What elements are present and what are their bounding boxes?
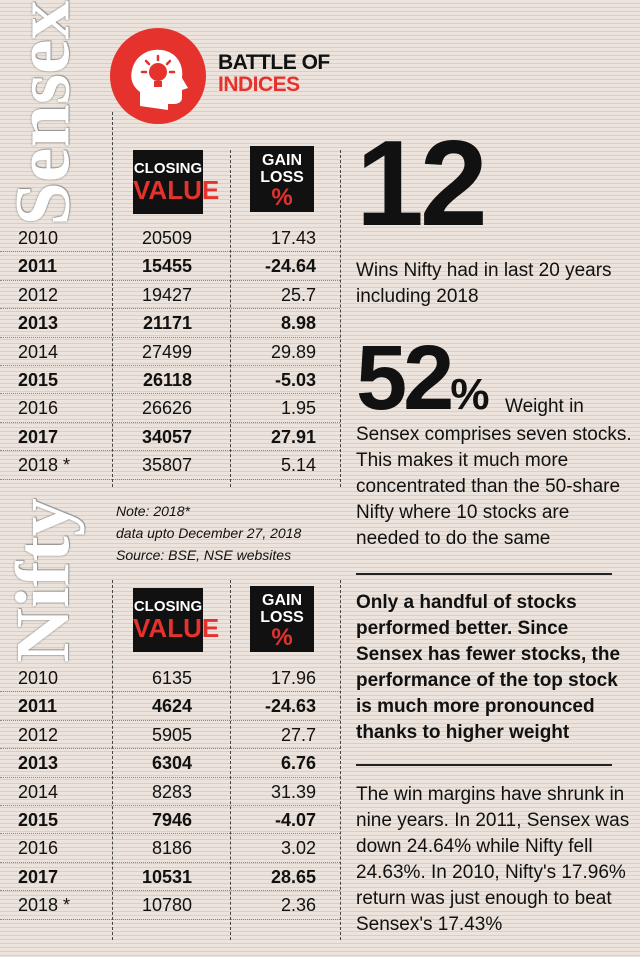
gain-cell: 27.91 xyxy=(270,426,316,447)
closing-cell: 7946 xyxy=(151,809,192,830)
closing-cell: 20509 xyxy=(141,228,192,248)
gain-cell: 5.14 xyxy=(280,455,316,476)
nifty-closing-value-header: CLOSING VALUE xyxy=(133,588,219,652)
source-note: Note: 2018* data upto December 27, 2018 … xyxy=(116,503,302,563)
stat-wins-text: Wins Nifty had in last 20 years includin… xyxy=(356,260,612,307)
table-row: 2014 27499 29.89 xyxy=(0,338,340,366)
closing-cell: 19427 xyxy=(141,284,192,305)
closing-cell: 10531 xyxy=(141,866,192,887)
year-cell: 2014 xyxy=(18,781,59,802)
closing-cell: 6304 xyxy=(151,753,192,774)
stat-weight-number: 52% xyxy=(356,327,490,429)
year-cell: 2010 xyxy=(18,228,59,248)
gain-cell: -4.07 xyxy=(274,809,316,830)
column-divider xyxy=(112,112,113,487)
nifty-gain-loss-header: GAIN LOSS % xyxy=(250,586,314,652)
year-cell: 2018 * xyxy=(18,895,71,916)
sensex-section-title: Sensex xyxy=(0,0,87,226)
table-row: 2012 5905 27.7 xyxy=(0,721,340,750)
table-row: 2010 20509 17.43 xyxy=(0,224,340,253)
year-cell: 2012 xyxy=(18,284,59,305)
column-divider xyxy=(230,580,231,940)
gain-cell: -24.63 xyxy=(264,696,316,717)
column-divider xyxy=(340,580,341,940)
table-row: 2016 8186 3.02 xyxy=(0,834,340,863)
closing-cell: 26118 xyxy=(142,369,192,390)
gain-cell: -24.64 xyxy=(264,256,316,277)
stat-wins-number: 12 xyxy=(356,115,488,251)
year-cell: 2016 xyxy=(18,398,59,419)
year-cell: 2010 xyxy=(18,668,59,688)
gain-cell: -5.03 xyxy=(274,369,316,390)
gain-cell: 29.89 xyxy=(270,341,316,362)
closing-cell: 10780 xyxy=(141,895,192,916)
closing-cell: 8186 xyxy=(151,838,192,859)
gain-cell: 6.76 xyxy=(280,753,316,774)
table-row: 2013 6304 6.76 xyxy=(0,749,340,778)
gain-cell: 3.02 xyxy=(280,838,316,859)
table-row: 2015 7946 -4.07 xyxy=(0,806,340,835)
closing-cell: 21171 xyxy=(142,313,192,334)
table-row: 2018 * 35807 5.14 xyxy=(0,451,340,480)
table-row: 2010 6135 17.96 xyxy=(0,664,340,693)
year-cell: 2017 xyxy=(18,866,59,887)
table-row: 2017 10531 28.65 xyxy=(0,863,340,892)
gain-cell: 2.36 xyxy=(280,895,316,916)
table-row: 2017 34057 27.91 xyxy=(0,423,340,452)
closing-cell: 35807 xyxy=(141,455,192,476)
table-row: 2015 26118 -5.03 xyxy=(0,366,340,395)
gain-cell: 27.7 xyxy=(280,724,316,745)
closing-cell: 15455 xyxy=(141,256,192,277)
insight-text: Only a handful of stocks performed bette… xyxy=(356,592,621,743)
gain-cell: 28.65 xyxy=(270,866,316,887)
divider xyxy=(356,764,612,766)
closing-cell: 6135 xyxy=(151,668,192,688)
sensex-gain-loss-header: GAIN LOSS % xyxy=(250,146,314,212)
column-divider xyxy=(230,150,231,487)
gain-cell: 25.7 xyxy=(280,284,316,305)
year-cell: 2015 xyxy=(18,369,59,390)
year-cell: 2015 xyxy=(18,809,59,830)
divider xyxy=(356,573,612,575)
closing-cell: 34057 xyxy=(141,426,192,447)
page-title: BATTLE OF INDICES xyxy=(218,51,330,96)
year-cell: 2013 xyxy=(18,313,59,334)
closing-cell: 4624 xyxy=(151,696,192,717)
closing-cell: 27499 xyxy=(141,341,192,362)
year-cell: 2016 xyxy=(18,838,59,859)
year-cell: 2017 xyxy=(18,426,59,447)
table-row: 2012 19427 25.7 xyxy=(0,281,340,310)
gain-cell: 17.96 xyxy=(270,668,316,688)
year-cell: 2011 xyxy=(18,696,58,717)
gain-cell: 1.95 xyxy=(280,398,316,419)
sensex-closing-value-header: CLOSING VALUE xyxy=(133,150,219,214)
gain-cell: 8.98 xyxy=(280,313,316,334)
year-cell: 2018 * xyxy=(18,455,71,476)
column-divider xyxy=(340,150,341,487)
stat-weight-inline: Weight in xyxy=(505,396,584,417)
year-cell: 2014 xyxy=(18,341,59,362)
table-row: 2011 4624 -24.63 xyxy=(0,692,340,721)
nifty-table: 2010 6135 17.96 2011 4624 -24.63 2012 5905 27.… xyxy=(0,664,340,920)
stat-weight-text: Sensex comprises seven stocks. This make… xyxy=(356,424,632,549)
nifty-section-title: Nifty xyxy=(0,497,85,663)
table-row: 2016 26626 1.95 xyxy=(0,394,340,423)
year-cell: 2013 xyxy=(18,753,59,774)
closing-cell: 8283 xyxy=(151,781,192,802)
year-cell: 2012 xyxy=(18,724,59,745)
table-row: 2014 8283 31.39 xyxy=(0,778,340,806)
gain-cell: 31.39 xyxy=(270,781,316,802)
year-cell: 2011 xyxy=(18,256,58,277)
closing-cell: 5905 xyxy=(151,724,192,745)
gain-cell: 17.43 xyxy=(270,228,316,248)
column-divider xyxy=(112,580,113,940)
table-row: 2013 21171 8.98 xyxy=(0,309,340,338)
table-row: 2011 15455 -24.64 xyxy=(0,252,340,281)
closing-cell: 26626 xyxy=(141,398,192,419)
sensex-table: 2010 20509 17.43 2011 15455 -24.64 2012 19427… xyxy=(0,224,340,480)
table-row: 2018 * 10780 2.36 xyxy=(0,891,340,920)
summary-paragraph: The win margins have shrunk in nine year… xyxy=(356,784,630,935)
lightbulb-head-icon xyxy=(110,28,206,124)
